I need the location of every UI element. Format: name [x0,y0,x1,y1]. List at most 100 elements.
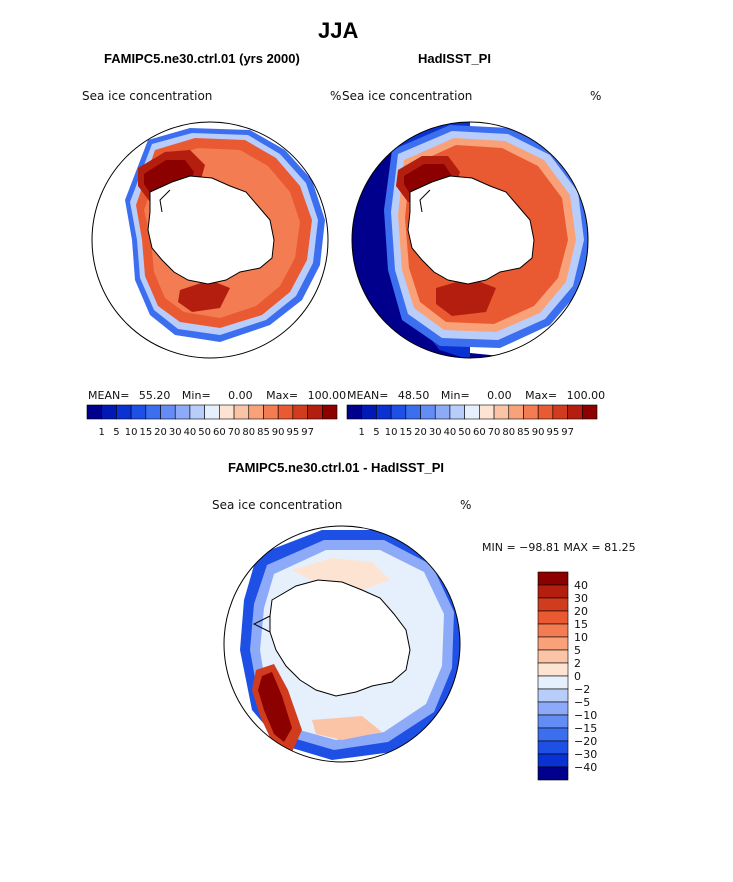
panel-2-stats: MEAN= 48.50 Min= 0.00 Max= 100.00 [347,389,605,402]
panel-3-field-label: Sea ice concentration [212,498,343,512]
colorbar-tick-label: −30 [574,748,597,761]
colorbar-tick-label: 40 [574,579,588,592]
colorbar-swatch [567,404,583,420]
colorbar-tick-label: −10 [574,709,597,722]
colorbar-swatch [420,404,436,420]
map-panel-3 [223,525,461,763]
colorbar-tick-label: −2 [574,683,590,696]
colorbar-swatch [101,404,117,420]
colorbar-tick-label: 80 [242,427,255,438]
min-label: Min= [181,389,211,402]
colorbar-swatch [346,404,363,420]
colorbar-swatch [233,404,250,420]
colorbar-swatch [277,404,294,420]
colorbar-tick-label: 50 [458,427,471,438]
colorbar-swatch [537,701,569,716]
panel-3-units: % [460,498,472,512]
colorbar-swatch [86,404,103,420]
colorbar-tick-label: 30 [429,427,442,438]
colorbar-tick-label: 80 [502,427,515,438]
colorbar-swatch [321,404,338,420]
colorbar-swatch [537,597,569,612]
colorbar-tick-label: 20 [154,427,167,438]
panel-1-stats: MEAN= 55.20 Min= 0.00 Max= 100.00 [88,389,346,402]
colorbar-swatch [537,753,569,768]
colorbar-tick-label: 20 [414,427,427,438]
colorbar-swatch [537,636,569,651]
map-panel-1 [91,121,329,359]
colorbar-swatch [219,404,235,420]
colorbar-swatch [537,662,569,677]
min-label: Min= [440,389,470,402]
colorbar-swatch [493,404,510,420]
colorbar-tick-label: 90 [532,427,545,438]
colorbar-swatch [537,675,569,690]
colorbar-swatch [552,404,568,420]
colorbar-swatch [248,404,264,420]
colorbar-tick-label: −20 [574,735,597,748]
colorbar-swatch [537,623,569,638]
max-label: Max= [266,389,299,402]
colorbar-swatch [434,404,451,420]
colorbar-swatch [116,404,132,420]
colorbar-tick-label: 1 [99,427,105,438]
colorbar-swatch [130,404,147,420]
colorbar-tick-label: −40 [574,761,597,774]
colorbar-tick-label: 15 [574,618,588,631]
colorbar-swatch [537,688,569,703]
min-value: 0.00 [228,389,253,402]
colorbar-tick-label: 2 [574,657,581,670]
colorbar-tick-label: 5 [373,427,379,438]
colorbar-swatch [479,404,495,420]
colorbar-swatch [523,404,539,420]
difference-minmax: MIN = −98.81 MAX = 81.25 [482,541,636,554]
colorbar-tick-label: 15 [399,427,412,438]
mean-value: 48.50 [397,389,430,402]
colorbar-tick-label: 90 [272,427,285,438]
colorbar-swatch [537,740,569,755]
colorbar-swatch [307,404,323,420]
colorbar-tick-label: 20 [574,605,588,618]
colorbar-swatch [537,610,569,625]
colorbar-panel-1: 1 5 10 15 20 30 40 50 60 70 80 85 90 95 97 [86,404,338,438]
max-label: Max= [525,389,558,402]
colorbar-tick-label: 60 [473,427,486,438]
colorbar-tick-label: 40 [444,427,457,438]
panel-2-title: HadISST_PI [418,51,491,66]
panel-1-field-label: Sea ice concentration [82,89,213,103]
colorbar-tick-label: 30 [574,592,588,605]
colorbar-swatch [174,404,191,420]
panel-1-units: % [330,89,342,103]
colorbar-swatch [464,404,480,420]
colorbar-swatch [508,404,524,420]
figure-title: JJA [318,18,359,43]
colorbar-tick-label: 95 [547,427,560,438]
colorbar-tick-label: 97 [301,427,314,438]
colorbar-swatch [449,404,465,420]
colorbar-swatch [537,404,554,420]
colorbar-swatch [160,404,176,420]
panel-3-title: FAMIPC5.ne30.ctrl.01 - HadISST_PI [228,460,445,475]
colorbar-swatch [537,571,569,586]
colorbar-tick-label: 60 [213,427,226,438]
colorbar-tick-label: 15 [139,427,152,438]
colorbar-swatch [390,404,407,420]
map-panel-2 [351,121,589,359]
colorbar-tick-label: 95 [287,427,300,438]
max-value: 100.00 [566,389,606,402]
panel-2-units: % [590,89,602,103]
colorbar-tick-label: 70 [228,427,241,438]
colorbar-tick-label: 10 [574,631,588,644]
colorbar-swatch [537,584,569,599]
colorbar-tick-label: 50 [198,427,211,438]
colorbar-swatch [263,404,279,420]
colorbar-swatch [145,404,161,420]
colorbar-panel-2: 1 5 10 15 20 30 40 50 60 70 80 85 90 95 97 [346,404,598,438]
colorbar-tick-label: 70 [488,427,501,438]
mean-label: MEAN= [347,389,389,402]
colorbar-swatch [537,727,569,742]
colorbar-tick-label: 10 [385,427,398,438]
colorbar-tick-label: 40 [184,427,197,438]
colorbar-swatch [405,404,421,420]
min-value: 0.00 [487,389,512,402]
